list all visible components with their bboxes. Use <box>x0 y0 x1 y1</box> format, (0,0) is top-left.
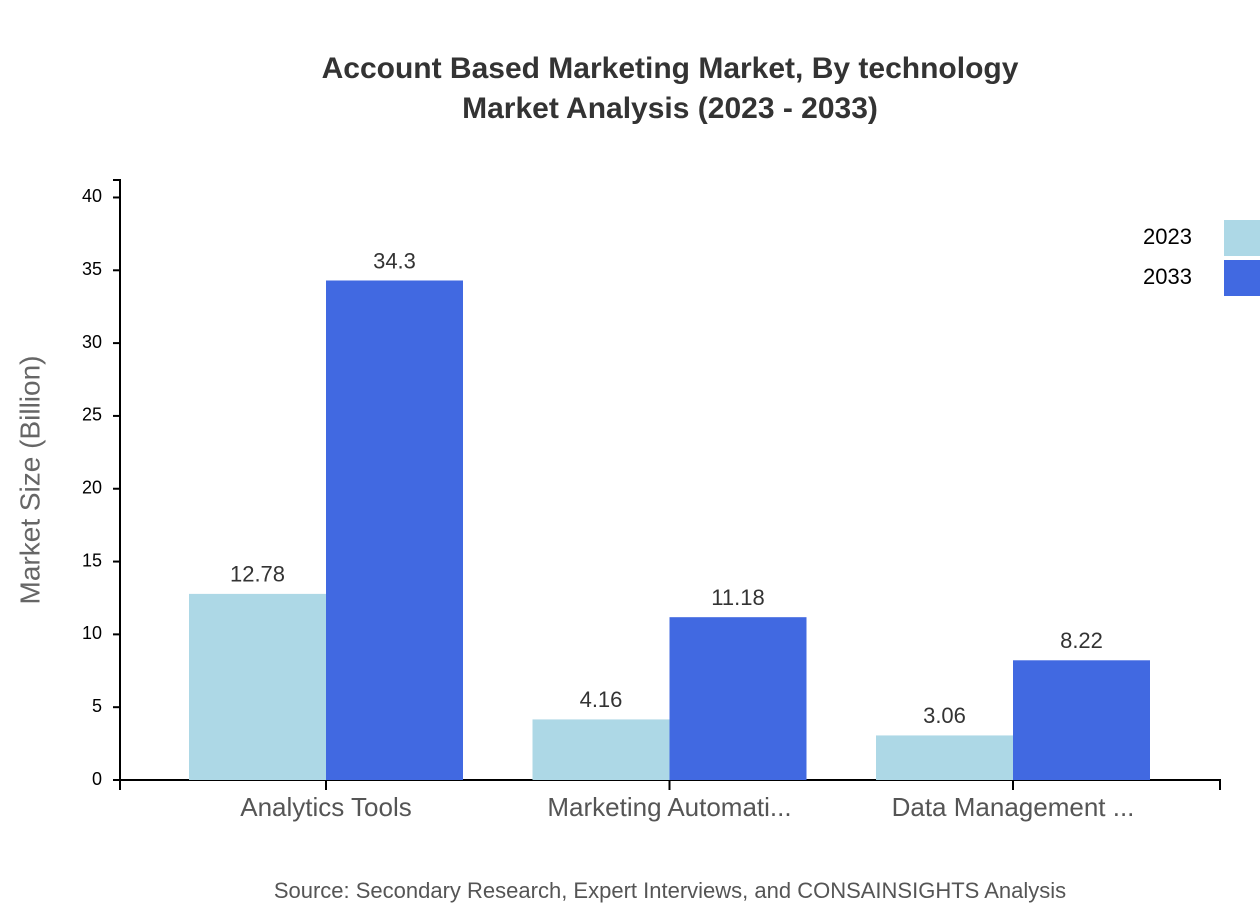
y-axis-label: Market Size (Billion) <box>14 356 45 605</box>
bar <box>326 280 463 780</box>
bar <box>532 719 670 780</box>
bar <box>1013 660 1150 780</box>
y-tick-label: 40 <box>82 186 102 206</box>
value-label: 12.78 <box>230 562 285 587</box>
y-tick-label: 20 <box>82 477 102 497</box>
bar <box>876 735 1013 780</box>
y-tick-label: 10 <box>82 623 102 643</box>
value-label: 11.18 <box>711 585 764 610</box>
legend-label: 2023 <box>1143 224 1192 249</box>
value-label: 8.22 <box>1060 628 1103 653</box>
x-tick-label: Marketing Automati... <box>547 792 791 822</box>
bar <box>189 593 326 780</box>
chart-subtitle: Market Analysis (2023 - 2033) <box>462 92 878 125</box>
source-note: Source: Secondary Research, Expert Inter… <box>274 878 1066 903</box>
y-axis <box>113 179 121 781</box>
x-tick-label: Data Management ... <box>892 792 1135 822</box>
y-tick-label: 25 <box>82 405 102 425</box>
bar <box>669 617 807 780</box>
value-label: 3.06 <box>923 703 966 728</box>
y-tick-label: 0 <box>92 769 102 789</box>
x-tick-label: Analytics Tools <box>240 792 412 822</box>
legend-swatch <box>1224 220 1260 256</box>
legend-swatch <box>1224 260 1260 296</box>
chart-title: Account Based Marketing Market, By techn… <box>322 52 1019 85</box>
value-label: 4.16 <box>580 687 623 712</box>
y-tick-label: 15 <box>82 550 102 570</box>
y-tick-label: 5 <box>92 696 102 716</box>
value-label: 34.3 <box>373 248 416 273</box>
legend-label: 2033 <box>1143 264 1192 289</box>
y-tick-label: 35 <box>82 259 102 279</box>
y-tick-label: 30 <box>82 332 102 352</box>
